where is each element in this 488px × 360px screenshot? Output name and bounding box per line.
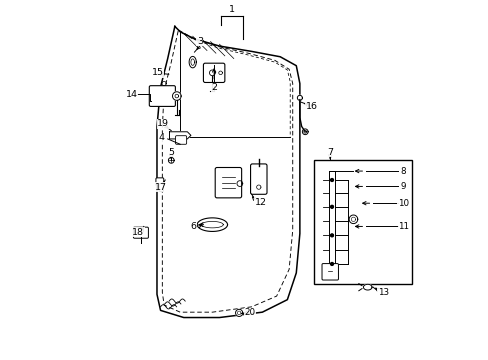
FancyBboxPatch shape [250, 164, 266, 194]
Text: 1: 1 [228, 5, 235, 14]
Text: 3: 3 [196, 37, 203, 46]
Polygon shape [172, 92, 181, 100]
Polygon shape [330, 234, 333, 237]
Polygon shape [302, 129, 307, 135]
FancyBboxPatch shape [215, 167, 241, 198]
Polygon shape [330, 262, 333, 265]
Polygon shape [189, 57, 196, 68]
Text: 17: 17 [154, 183, 166, 192]
Text: 20: 20 [244, 309, 255, 318]
Polygon shape [237, 181, 242, 186]
Text: 7: 7 [326, 148, 332, 157]
Text: 13: 13 [377, 288, 388, 297]
Polygon shape [348, 215, 357, 224]
Text: 14: 14 [126, 90, 138, 99]
Polygon shape [235, 309, 242, 316]
Polygon shape [297, 95, 302, 100]
Polygon shape [330, 179, 333, 181]
Text: 11: 11 [397, 222, 408, 231]
Text: 18: 18 [132, 228, 144, 237]
FancyBboxPatch shape [133, 227, 148, 238]
Text: 10: 10 [397, 199, 408, 208]
Polygon shape [330, 205, 333, 208]
Text: 2: 2 [211, 83, 217, 92]
Bar [313, 160, 411, 284]
FancyBboxPatch shape [322, 264, 338, 280]
Text: 4: 4 [158, 133, 164, 142]
FancyBboxPatch shape [159, 184, 163, 192]
Text: 8: 8 [400, 167, 406, 176]
FancyBboxPatch shape [175, 136, 186, 144]
Text: 12: 12 [254, 198, 266, 207]
FancyBboxPatch shape [149, 86, 175, 107]
Polygon shape [209, 70, 215, 76]
FancyBboxPatch shape [156, 178, 163, 186]
Text: 5: 5 [168, 148, 174, 157]
Polygon shape [363, 284, 371, 290]
Polygon shape [197, 218, 227, 231]
FancyBboxPatch shape [203, 63, 224, 82]
Text: 15: 15 [151, 68, 163, 77]
Text: 9: 9 [400, 182, 406, 191]
Polygon shape [169, 132, 190, 139]
Text: 16: 16 [305, 102, 317, 111]
Text: 19: 19 [157, 120, 169, 129]
Polygon shape [168, 157, 174, 163]
Text: 6: 6 [190, 222, 196, 231]
